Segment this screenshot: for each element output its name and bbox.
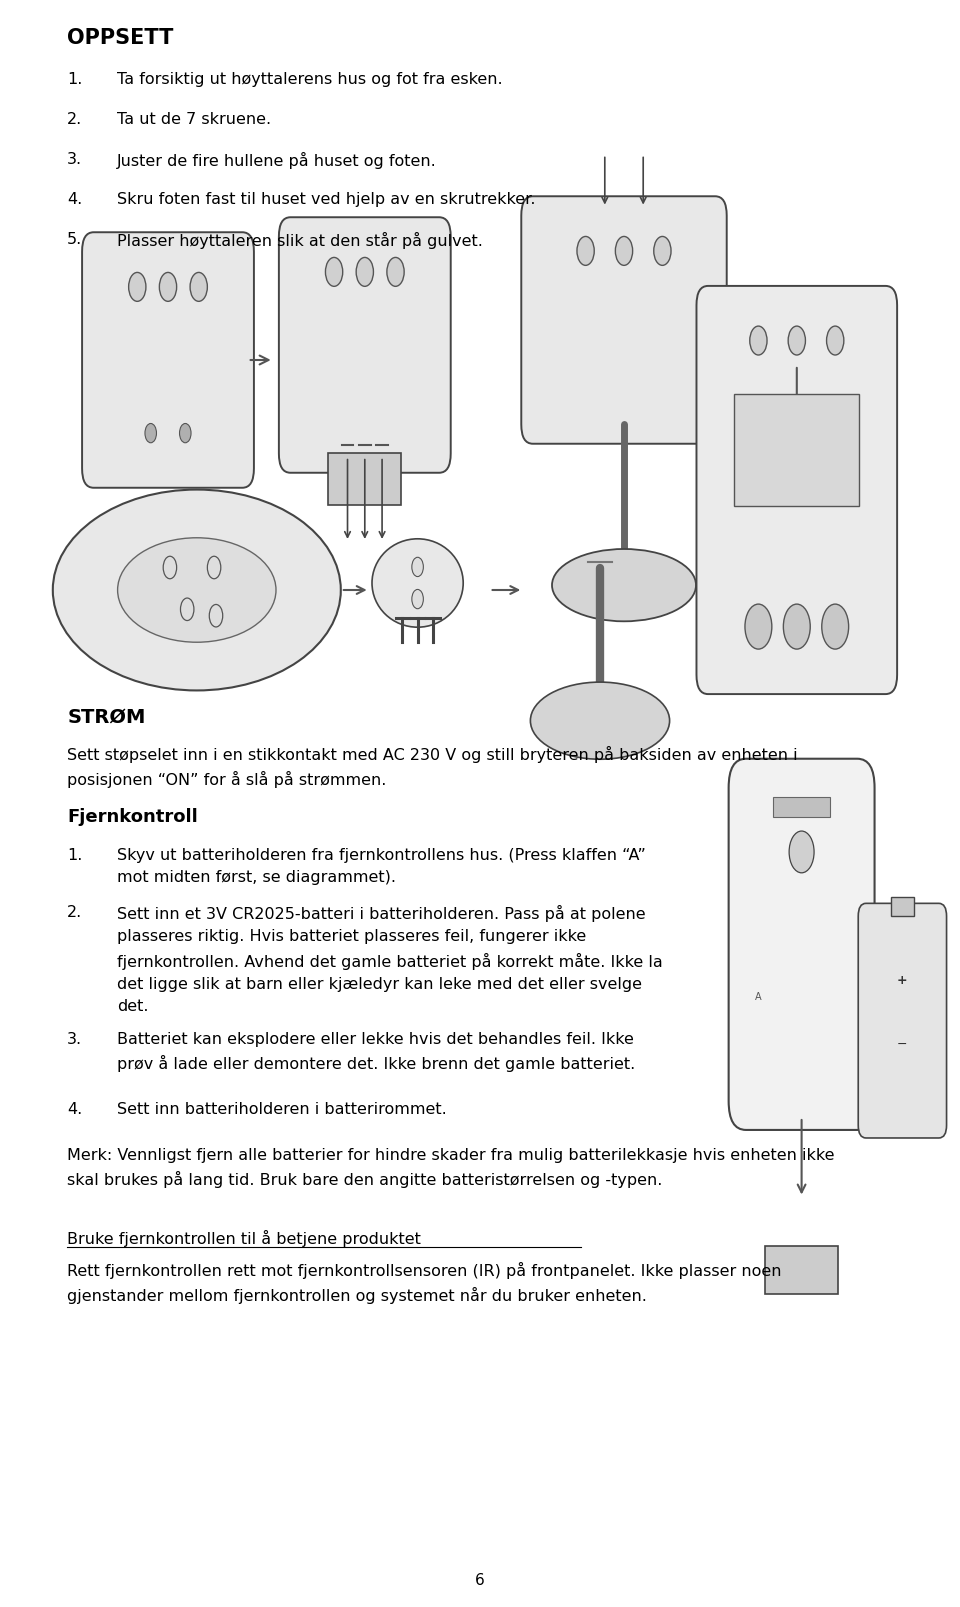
Circle shape <box>577 236 594 265</box>
Text: 2.: 2. <box>67 112 83 127</box>
Text: 5.: 5. <box>67 231 83 247</box>
Text: A: A <box>756 992 761 1001</box>
Bar <box>773 797 830 816</box>
Ellipse shape <box>117 538 276 643</box>
Circle shape <box>145 424 156 444</box>
Circle shape <box>325 257 343 286</box>
Bar <box>328 453 401 505</box>
Text: Skyv ut batteriholderen fra fjernkontrollens hus. (Press klaffen “A”
mot midten : Skyv ut batteriholderen fra fjernkontrol… <box>117 848 646 885</box>
Text: Juster de fire hullene på huset og foten.: Juster de fire hullene på huset og foten… <box>117 153 437 169</box>
Circle shape <box>163 556 177 579</box>
Text: OPPSETT: OPPSETT <box>67 27 174 48</box>
FancyBboxPatch shape <box>521 196 727 444</box>
Circle shape <box>615 236 633 265</box>
Text: Fjernkontroll: Fjernkontroll <box>67 808 198 826</box>
Bar <box>891 897 914 916</box>
FancyBboxPatch shape <box>858 903 947 1138</box>
Circle shape <box>129 273 146 302</box>
Text: 3.: 3. <box>67 153 83 167</box>
Ellipse shape <box>53 490 341 691</box>
Ellipse shape <box>530 681 670 759</box>
Circle shape <box>180 424 191 444</box>
Circle shape <box>190 273 207 302</box>
Bar <box>765 1245 838 1294</box>
FancyBboxPatch shape <box>278 217 451 472</box>
Circle shape <box>412 590 423 609</box>
FancyBboxPatch shape <box>82 233 253 489</box>
Text: Sett støpselet inn i en stikkontakt med AC 230 V og still bryteren på baksiden a: Sett støpselet inn i en stikkontakt med … <box>67 746 798 789</box>
Circle shape <box>788 326 805 355</box>
FancyBboxPatch shape <box>729 759 875 1130</box>
Circle shape <box>209 604 223 627</box>
Circle shape <box>412 558 423 577</box>
Text: STRØM: STRØM <box>67 709 146 726</box>
Circle shape <box>387 257 404 286</box>
Circle shape <box>654 236 671 265</box>
Bar <box>734 394 859 506</box>
Circle shape <box>159 273 177 302</box>
Text: 3.: 3. <box>67 1032 83 1048</box>
Text: Ta ut de 7 skruene.: Ta ut de 7 skruene. <box>117 112 272 127</box>
Text: Rett fjernkontrollen rett mot fjernkontrollsensoren (IR) på frontpanelet. Ikke p: Rett fjernkontrollen rett mot fjernkontr… <box>67 1261 781 1305</box>
Text: Ta forsiktig ut høyttalerens hus og fot fra esken.: Ta forsiktig ut høyttalerens hus og fot … <box>117 72 503 87</box>
FancyBboxPatch shape <box>696 286 897 694</box>
Circle shape <box>822 604 849 649</box>
Circle shape <box>745 604 772 649</box>
Text: 1.: 1. <box>67 848 83 863</box>
Text: 2.: 2. <box>67 905 83 919</box>
Text: Batteriet kan eksplodere eller lekke hvis det behandles feil. Ikke
prøv å lade e: Batteriet kan eksplodere eller lekke hvi… <box>117 1032 636 1072</box>
Text: Bruke fjernkontrollen til å betjene produktet: Bruke fjernkontrollen til å betjene prod… <box>67 1229 426 1247</box>
Text: Sett inn batteriholderen i batterirommet.: Sett inn batteriholderen i batterirommet… <box>117 1102 446 1117</box>
Circle shape <box>750 326 767 355</box>
Circle shape <box>827 326 844 355</box>
Text: Plasser høyttaleren slik at den står på gulvet.: Plasser høyttaleren slik at den står på … <box>117 231 483 249</box>
Ellipse shape <box>552 550 696 622</box>
Ellipse shape <box>372 538 464 627</box>
Text: Skru foten fast til huset ved hjelp av en skrutrekker.: Skru foten fast til huset ved hjelp av e… <box>117 191 536 207</box>
Circle shape <box>789 831 814 873</box>
Text: +: + <box>897 974 908 987</box>
Circle shape <box>356 257 373 286</box>
Text: 4.: 4. <box>67 1102 83 1117</box>
Text: −: − <box>898 1038 907 1051</box>
Text: 1.: 1. <box>67 72 83 87</box>
Text: 4.: 4. <box>67 191 83 207</box>
Text: Merk: Vennligst fjern alle batterier for hindre skader fra mulig batterilekkasje: Merk: Vennligst fjern alle batterier for… <box>67 1147 834 1189</box>
Circle shape <box>783 604 810 649</box>
Text: 6: 6 <box>475 1573 485 1588</box>
Text: Sett inn et 3V CR2025-batteri i batteriholderen. Pass på at polene
plasseres rik: Sett inn et 3V CR2025-batteri i batterih… <box>117 905 662 1014</box>
Circle shape <box>207 556 221 579</box>
Circle shape <box>180 598 194 620</box>
